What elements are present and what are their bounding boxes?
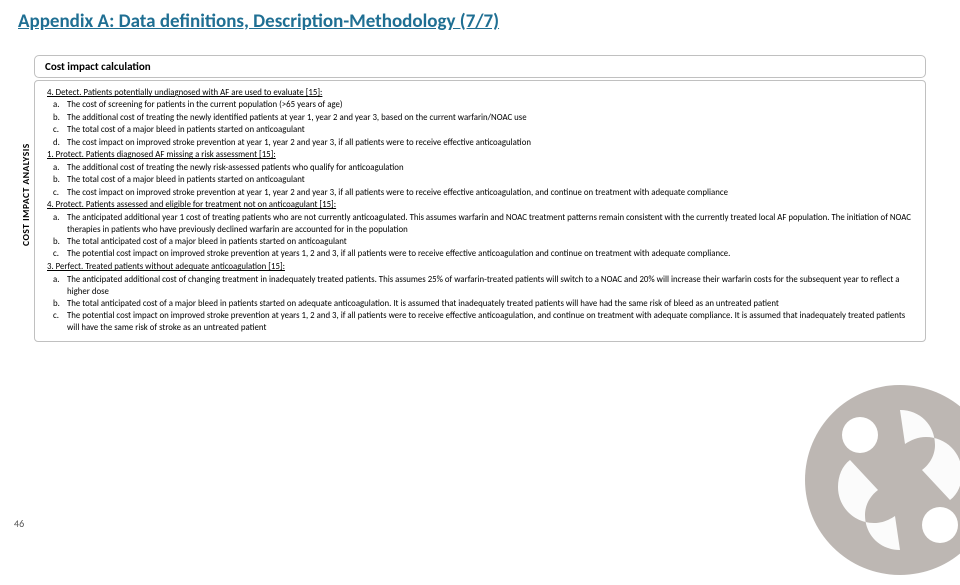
list-item: a.The additional cost of treating the ne… (53, 163, 917, 175)
section-heading: 1. Protect. Patients diagnosed AF missin… (47, 150, 917, 162)
content-box: 4. Detect. Patients potentially undiagno… (34, 80, 926, 342)
list-item: a.The anticipated additional year 1 cost… (53, 213, 917, 237)
item-text: The total anticipated cost of a major bl… (67, 299, 779, 311)
list-item: b.The total anticipated cost of a major … (53, 237, 917, 249)
list-item: b.The additional cost of treating the ne… (53, 113, 917, 125)
item-marker: c. (53, 249, 67, 261)
item-text: The total cost of a major bleed in patie… (67, 175, 305, 187)
item-marker: b. (53, 175, 67, 187)
item-marker: a. (53, 275, 67, 299)
page-number: 46 (14, 517, 24, 530)
item-text: The cost of screening for patients in th… (67, 100, 343, 112)
slide-title: Appendix A: Data definitions, Descriptio… (18, 10, 499, 33)
section-header: Cost impact calculation (34, 55, 926, 78)
item-marker: c. (53, 188, 67, 200)
list-item: a.The anticipated additional cost of cha… (53, 275, 917, 299)
item-marker: a. (53, 213, 67, 237)
list-item: c.The cost impact on improved stroke pre… (53, 188, 917, 200)
item-text: The cost impact on improved stroke preve… (67, 188, 728, 200)
item-text: The total anticipated cost of a major bl… (67, 237, 347, 249)
item-marker: b. (53, 113, 67, 125)
item-text: The additional cost of treating the newl… (67, 113, 527, 125)
list-item: c.The total cost of a major bleed in pat… (53, 125, 917, 137)
vertical-label: COST IMPACT ANALYSIS (20, 143, 32, 246)
item-text: The additional cost of treating the newl… (67, 163, 404, 175)
item-marker: b. (53, 237, 67, 249)
item-text: The total cost of a major bleed in patie… (67, 125, 305, 137)
item-text: The potential cost impact on improved st… (67, 249, 730, 261)
item-text: The anticipated additional year 1 cost o… (67, 213, 917, 237)
item-marker: a. (53, 100, 67, 112)
section-heading: 4. Detect. Patients potentially undiagno… (47, 88, 917, 100)
section-heading: 3. Perfect. Treated patients without ade… (47, 262, 917, 274)
logo-icon (800, 380, 960, 580)
section-heading: 4. Protect. Patients assessed and eligib… (47, 200, 917, 212)
item-marker: b. (53, 299, 67, 311)
item-marker: c. (53, 125, 67, 137)
item-text: The potential cost impact on improved st… (67, 311, 917, 335)
list-item: b.The total anticipated cost of a major … (53, 299, 917, 311)
item-marker: a. (53, 163, 67, 175)
item-text: The anticipated additional cost of chang… (67, 275, 917, 299)
item-text: The cost impact on improved stroke preve… (67, 138, 531, 150)
list-item: c.The potential cost impact on improved … (53, 311, 917, 335)
item-marker: c. (53, 311, 67, 335)
item-marker: d. (53, 138, 67, 150)
list-item: c.The potential cost impact on improved … (53, 249, 917, 261)
list-item: d.The cost impact on improved stroke pre… (53, 138, 917, 150)
list-item: a.The cost of screening for patients in … (53, 100, 917, 112)
list-item: b.The total cost of a major bleed in pat… (53, 175, 917, 187)
